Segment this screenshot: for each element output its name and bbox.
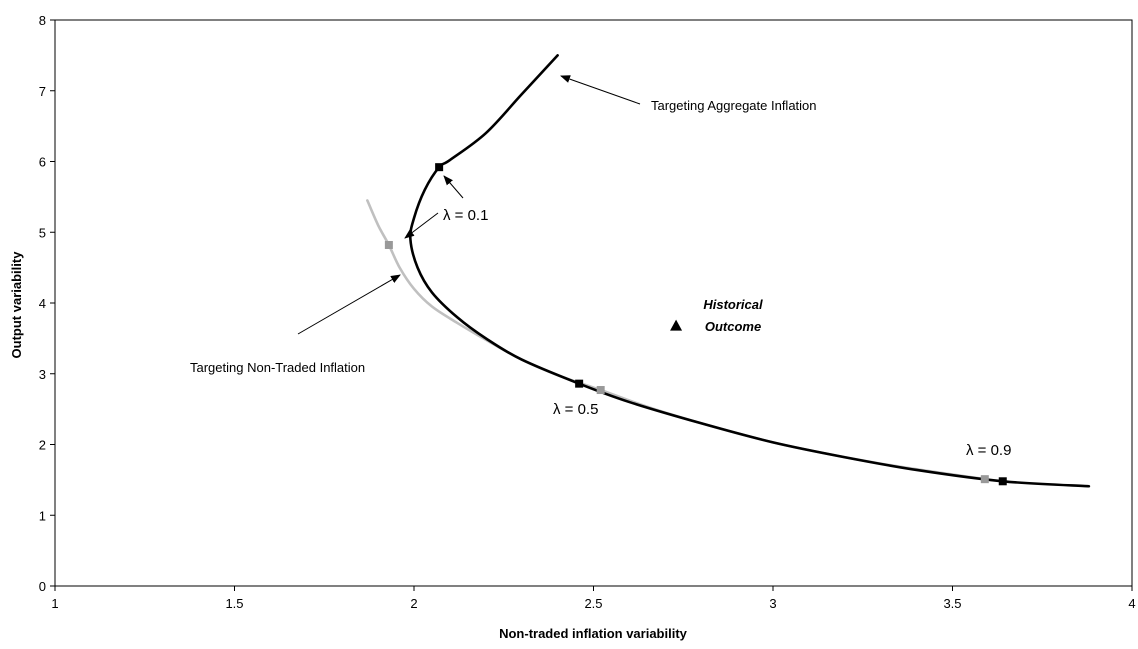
x-axis: 1 1.5 2 2.5 3 3.5 4 bbox=[51, 586, 1136, 611]
x-tick-label: 1.5 bbox=[225, 596, 243, 611]
historical-outcome-marker bbox=[670, 319, 683, 331]
lambda-09-label: λ = 0.9 bbox=[966, 442, 1011, 459]
y-tick-label: 6 bbox=[39, 155, 46, 170]
nontraded-inflation-label: Targeting Non-Traded Inflation bbox=[190, 360, 365, 375]
y-tick-label: 2 bbox=[39, 438, 46, 453]
y-tick-label: 7 bbox=[39, 84, 46, 99]
historical-outcome-label-1: Historical bbox=[703, 297, 763, 312]
lambda-01-arrow-a bbox=[443, 175, 464, 199]
lambda-01-label: λ = 0.1 bbox=[443, 207, 488, 224]
marker-nontraded bbox=[596, 386, 605, 395]
y-tick-label: 0 bbox=[39, 579, 46, 594]
marker-aggregate bbox=[435, 163, 444, 172]
x-tick-label: 2 bbox=[410, 596, 417, 611]
marker-nontraded bbox=[980, 475, 989, 484]
x-tick-label: 3 bbox=[769, 596, 776, 611]
marker-layer bbox=[384, 163, 1007, 486]
y-tick-label: 5 bbox=[39, 225, 46, 240]
historical-outcome-label-2: Outcome bbox=[705, 319, 761, 334]
x-tick-label: 4 bbox=[1128, 596, 1135, 611]
y-tick-label: 4 bbox=[39, 296, 46, 311]
lambda-05-label: λ = 0.5 bbox=[553, 401, 598, 418]
plot-area bbox=[54, 19, 1133, 587]
lambda-01-arrow-b bbox=[404, 212, 439, 239]
y-axis-title: Output variability bbox=[9, 251, 24, 359]
marker-aggregate bbox=[998, 477, 1007, 486]
marker-nontraded bbox=[384, 240, 393, 249]
y-tick-label: 1 bbox=[39, 508, 46, 523]
series-line-aggregate bbox=[408, 54, 1091, 488]
y-tick-label: 3 bbox=[39, 367, 46, 382]
x-tick-label: 3.5 bbox=[943, 596, 961, 611]
y-axis: 0 1 2 3 4 5 6 7 8 bbox=[39, 13, 55, 594]
series-layer bbox=[366, 54, 1091, 488]
marker-aggregate bbox=[575, 379, 584, 388]
x-axis-title: Non-traded inflation variability bbox=[499, 626, 688, 641]
y-tick-label: 8 bbox=[39, 13, 46, 28]
x-tick-label: 1 bbox=[51, 596, 58, 611]
aggregate-inflation-label: Targeting Aggregate Inflation bbox=[651, 98, 817, 113]
x-tick-label: 2.5 bbox=[584, 596, 602, 611]
aggregate-inflation-arrow bbox=[560, 75, 641, 105]
nontraded-inflation-arrow bbox=[297, 274, 401, 335]
